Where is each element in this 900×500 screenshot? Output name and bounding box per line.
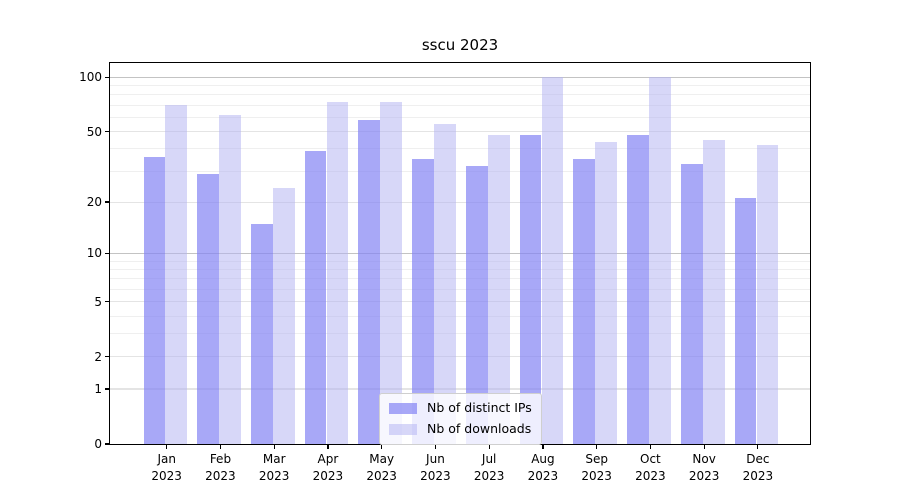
ytick-label-2: 2 (94, 349, 102, 364)
gridline-70 (110, 104, 810, 106)
axis-spine-left (109, 62, 111, 445)
bar-feb-downloads (219, 114, 241, 444)
xtick-mark-aug (542, 445, 544, 449)
bar-jan-downloads (165, 105, 188, 444)
ytick-label-5: 5 (94, 294, 102, 309)
ytick-mark-2 (105, 356, 110, 358)
legend-swatch-downloads (389, 423, 417, 435)
bar-may-downloads (380, 102, 403, 444)
xtick-label-nov: Nov 2023 (688, 452, 720, 483)
xtick-mark-sep (596, 445, 598, 449)
xtick-mark-mar (273, 445, 275, 449)
xtick-mark-jan (166, 445, 168, 449)
gridline-5 (110, 301, 810, 303)
xtick-label-oct: Oct 2023 (635, 452, 666, 483)
ytick-label-100: 100 (79, 70, 102, 85)
xtick-label-jul: Jul 2023 (473, 452, 505, 483)
xtick-mark-dec (757, 445, 759, 449)
xtick-label-jun: Jun 2023 (420, 452, 451, 483)
gridline-50 (110, 131, 810, 133)
xtick-mark-apr (327, 445, 329, 449)
xtick-mark-feb (219, 445, 222, 449)
bar-jun-distinct-ips (412, 159, 434, 444)
bar-jun-downloads (434, 124, 456, 444)
gridline-1 (110, 388, 810, 390)
xtick-label-dec: Dec 2023 (742, 452, 774, 483)
legend-label-distinct-ips: Nb of distinct IPs (427, 400, 532, 415)
xtick-mark-jun (434, 445, 436, 449)
bar-jul-downloads (487, 134, 510, 444)
chart-title: sscu 2023 (421, 36, 499, 54)
bar-oct-distinct-ips (627, 134, 649, 444)
bar-dec-downloads (756, 145, 779, 444)
bar-feb-distinct-ips (197, 173, 219, 444)
bar-apr-distinct-ips (304, 150, 327, 444)
legend-entry-distinct-ips: Nb of distinct IPs (389, 399, 532, 417)
bar-mar-distinct-ips (250, 223, 273, 444)
gridline-90 (110, 85, 810, 87)
xtick-label-aug: Aug 2023 (527, 452, 559, 483)
bar-aug-downloads (541, 77, 564, 444)
legend-swatch-distinct-ips (389, 402, 417, 414)
gridline-9 (110, 260, 810, 262)
xtick-label-sep: Sep 2023 (581, 452, 612, 483)
gridline-20 (110, 201, 810, 203)
gridline-3 (110, 333, 810, 335)
bar-mar-downloads (272, 188, 295, 444)
legend-entry-downloads: Nb of downloads (389, 420, 532, 438)
ytick-label-20: 20 (86, 195, 102, 210)
xtick-label-mar: Mar 2023 (258, 452, 290, 483)
xtick-mark-oct (649, 445, 651, 449)
bar-apr-downloads (326, 102, 349, 444)
ytick-label-0: 0 (94, 437, 102, 451)
bar-jan-distinct-ips (143, 157, 166, 444)
gridline-6 (110, 288, 810, 290)
gridline-60 (110, 116, 810, 118)
bar-dec-distinct-ips (734, 198, 757, 444)
axis-spine-right (810, 62, 812, 445)
bar-may-distinct-ips (358, 120, 381, 444)
ytick-mark-1 (105, 388, 110, 390)
ytick-mark-5 (105, 301, 110, 303)
xtick-label-feb: Feb 2023 (205, 452, 236, 483)
gridline-7 (110, 278, 810, 280)
axis-spine-top (109, 62, 811, 64)
ytick-label-1: 1 (94, 381, 102, 396)
gridline-100 (110, 76, 810, 78)
xtick-label-apr: Apr 2023 (312, 452, 344, 483)
plot-area (110, 62, 810, 444)
xtick-label-jan: Jan 2023 (151, 452, 182, 483)
ytick-mark-20 (105, 201, 110, 203)
legend: Nb of distinct IPs Nb of downloads (379, 393, 542, 445)
xtick-mark-nov (703, 445, 705, 449)
ytick-label-10: 10 (86, 246, 102, 261)
bar-sep-distinct-ips (573, 159, 596, 444)
bar-nov-distinct-ips (680, 163, 703, 444)
gridline-4 (110, 315, 810, 317)
gridline-8 (110, 268, 810, 270)
xtick-mark-jul (488, 445, 490, 449)
ytick-mark-10 (105, 252, 110, 255)
gridline-2 (110, 356, 810, 358)
ytick-mark-50 (105, 130, 110, 133)
bar-jul-distinct-ips (465, 166, 488, 444)
bar-oct-downloads (649, 77, 671, 444)
ytick-mark-100 (105, 76, 110, 78)
ytick-mark-0 (105, 443, 110, 445)
gridline-10 (110, 252, 810, 255)
gridline-30 (110, 170, 810, 172)
legend-label-downloads: Nb of downloads (427, 421, 532, 436)
bar-aug-distinct-ips (519, 134, 542, 444)
ytick-label-50: 50 (86, 124, 102, 139)
gridline-80 (110, 94, 810, 96)
xtick-label-may: May 2023 (366, 452, 397, 483)
gridline-40 (110, 148, 810, 150)
bar-nov-downloads (702, 139, 725, 444)
xtick-mark-may (381, 445, 383, 449)
bar-sep-downloads (595, 141, 618, 444)
